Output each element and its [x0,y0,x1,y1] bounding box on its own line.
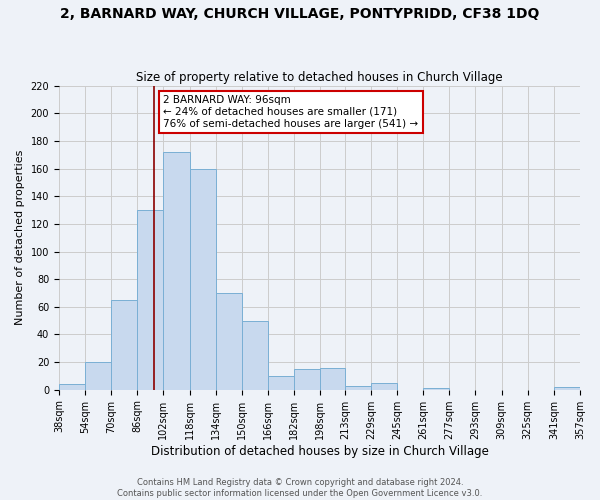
Bar [111,300,137,390]
Bar [294,369,320,390]
Bar [268,376,294,390]
Text: Contains HM Land Registry data © Crown copyright and database right 2024.
Contai: Contains HM Land Registry data © Crown c… [118,478,482,498]
Bar [190,168,216,390]
Bar [137,210,163,390]
Text: 2, BARNARD WAY, CHURCH VILLAGE, PONTYPRIDD, CF38 1DQ: 2, BARNARD WAY, CHURCH VILLAGE, PONTYPRI… [61,8,539,22]
Bar [320,368,345,390]
Y-axis label: Number of detached properties: Number of detached properties [15,150,25,326]
Bar [163,152,190,390]
Bar [423,388,449,390]
Bar [59,384,85,390]
Text: 2 BARNARD WAY: 96sqm
← 24% of detached houses are smaller (171)
76% of semi-deta: 2 BARNARD WAY: 96sqm ← 24% of detached h… [163,96,419,128]
Bar [216,293,242,390]
X-axis label: Distribution of detached houses by size in Church Village: Distribution of detached houses by size … [151,444,488,458]
Title: Size of property relative to detached houses in Church Village: Size of property relative to detached ho… [136,72,503,85]
Bar [345,386,371,390]
Bar [242,320,268,390]
Bar [554,387,580,390]
Bar [371,383,397,390]
Bar [85,362,111,390]
